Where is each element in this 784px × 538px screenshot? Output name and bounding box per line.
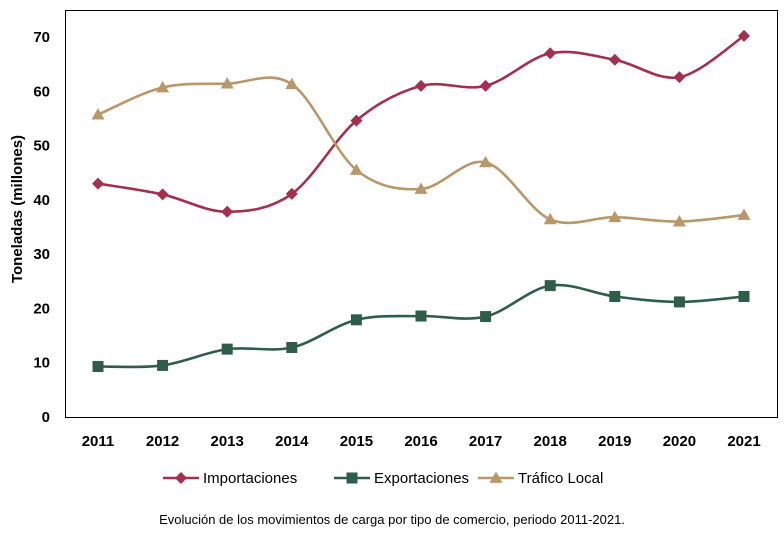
series-layer	[91, 29, 751, 373]
series-triangle	[91, 76, 751, 227]
legend-label: Tráfico Local	[518, 470, 603, 487]
data-point	[544, 47, 557, 60]
x-tick-label: 2019	[598, 433, 631, 450]
legend: Importaciones Exportaciones Tráfico Local	[163, 470, 603, 487]
series-diamond	[92, 29, 750, 218]
y-tick-label: 40	[33, 192, 50, 209]
data-point	[415, 79, 427, 92]
x-tick-label: 2012	[146, 433, 179, 450]
data-point	[157, 359, 169, 371]
x-tick-label: 2018	[534, 433, 567, 450]
legend-label: Importaciones	[203, 470, 297, 487]
y-tick-label: 70	[33, 29, 50, 46]
x-tick-label: 2014	[275, 433, 309, 450]
data-point	[92, 361, 104, 373]
data-point	[285, 77, 299, 90]
legend-marker	[346, 472, 358, 484]
data-point	[349, 163, 363, 175]
legend-item: Exportaciones	[334, 470, 469, 487]
y-tick-label: 50	[33, 138, 50, 155]
data-point	[92, 177, 104, 190]
data-point	[608, 53, 621, 66]
legend-marker	[175, 472, 187, 484]
data-point	[737, 208, 751, 220]
data-point	[544, 280, 556, 292]
data-point	[672, 215, 686, 227]
legend-item: Importaciones	[163, 470, 297, 487]
data-point	[156, 188, 169, 201]
x-tick-label: 2011	[82, 433, 115, 450]
legend-item: Tráfico Local	[478, 470, 603, 487]
x-tick-label: 2013	[211, 433, 244, 450]
data-point	[608, 210, 622, 223]
data-point	[350, 314, 362, 326]
x-tick-label: 2016	[404, 433, 437, 450]
y-axis-ticks: 0 10 20 30 40 50 60 70	[33, 29, 50, 426]
data-point	[738, 290, 750, 302]
data-point	[480, 311, 492, 323]
legend-label: Exportaciones	[374, 470, 469, 487]
data-point	[91, 108, 105, 120]
data-point	[156, 80, 170, 93]
x-tick-label: 2017	[469, 433, 502, 450]
data-point	[221, 205, 234, 218]
y-axis-label: Toneladas (millones)	[9, 135, 26, 283]
x-tick-label: 2021	[727, 433, 760, 450]
data-point	[479, 155, 493, 168]
x-tick-label: 2015	[340, 433, 373, 450]
y-tick-label: 10	[33, 355, 50, 372]
legend-marker	[489, 471, 503, 483]
data-point	[543, 212, 557, 225]
data-point	[479, 79, 492, 92]
y-tick-label: 60	[33, 83, 50, 100]
y-tick-label: 20	[33, 300, 50, 317]
data-point	[286, 342, 298, 354]
y-tick-label: 0	[42, 409, 50, 426]
data-point	[673, 296, 685, 308]
data-point	[673, 71, 686, 84]
data-point	[609, 290, 621, 302]
x-axis-ticks: 2011 2012 2013 2014 2015 2016 2017 2018 2019 2020…	[82, 433, 761, 450]
series-square	[92, 280, 750, 373]
data-point	[415, 310, 427, 322]
data-point	[350, 114, 363, 127]
data-point	[738, 29, 750, 42]
data-point	[414, 182, 428, 194]
x-tick-label: 2020	[663, 433, 696, 450]
plot-frame	[65, 10, 778, 418]
data-point	[285, 187, 298, 200]
data-point	[221, 343, 233, 355]
data-point	[220, 77, 234, 89]
chart-caption: Evolución de los movimientos de carga po…	[159, 512, 625, 527]
y-tick-label: 30	[33, 246, 50, 263]
